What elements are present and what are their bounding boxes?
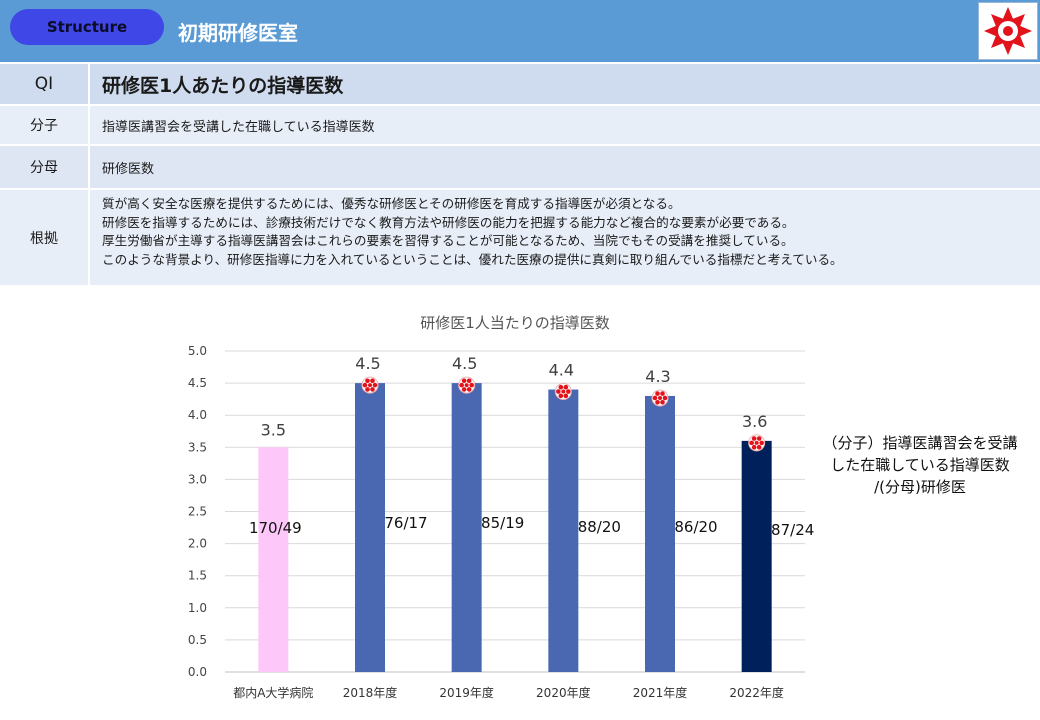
x-tick-label: 2018年度 bbox=[343, 685, 398, 700]
denominator-key: 分母 bbox=[0, 146, 90, 188]
basis-text: 質が高く安全な医療を提供するためには、優秀な研修医とその研修医を育成する指導医が… bbox=[90, 190, 1040, 285]
basis-key: 根拠 bbox=[0, 190, 90, 285]
data-label: 4.4 bbox=[549, 361, 574, 380]
y-tick-label: 1.5 bbox=[188, 569, 207, 583]
data-label: 3.6 bbox=[742, 412, 767, 431]
denominator-value: 研修医数 bbox=[102, 161, 155, 177]
bar bbox=[741, 440, 772, 672]
page-title: 初期研修医室 bbox=[178, 21, 298, 45]
x-tick-label: 2022年度 bbox=[729, 685, 784, 700]
y-tick-label: 4.5 bbox=[188, 376, 207, 390]
header-bar: Structure 初期研修医室 bbox=[0, 0, 1040, 62]
flower-marker-icon bbox=[651, 389, 669, 407]
flower-marker-icon bbox=[458, 376, 476, 394]
hospital-flower-logo-icon bbox=[978, 2, 1038, 60]
basis-line: 厚生労働省が主導する指導医講習会はこれらの要素を習得することが可能となるため、当… bbox=[102, 233, 794, 248]
chart-side-note: （分子）指導医講習会を受講した在職している指導医数 /(分母)研修医 bbox=[822, 434, 1018, 496]
flower-marker-icon bbox=[361, 376, 379, 394]
bar bbox=[548, 389, 579, 672]
bar bbox=[645, 395, 675, 672]
data-label: 4.3 bbox=[645, 367, 670, 386]
y-tick-label: 2.5 bbox=[188, 505, 207, 519]
basis-line: 質が高く安全な医療を提供するためには、優秀な研修医とその研修医を育成する指導医が… bbox=[102, 196, 681, 211]
x-tick-label: 2019年度 bbox=[439, 685, 494, 700]
numerator-key: 分子 bbox=[0, 106, 90, 144]
bar bbox=[355, 383, 385, 672]
y-tick-label: 0.0 bbox=[188, 665, 207, 679]
ratio-label: 88/20 bbox=[578, 518, 621, 536]
y-tick-label: 3.5 bbox=[188, 440, 207, 454]
data-label: 4.5 bbox=[355, 354, 380, 373]
qi-key: QI bbox=[0, 64, 90, 104]
bar bbox=[258, 447, 289, 672]
qi-value: 研修医1人あたりの指導医数 bbox=[102, 74, 344, 97]
bar bbox=[451, 383, 482, 672]
ratio-label: 86/20 bbox=[674, 518, 717, 536]
ratio-label: 87/24 bbox=[771, 521, 814, 539]
x-tick-label: 2020年度 bbox=[536, 685, 591, 700]
x-tick-label: 2021年度 bbox=[633, 685, 688, 700]
y-tick-label: 5.0 bbox=[188, 344, 207, 358]
qi-table: QI 研修医1人あたりの指導医数 分子 指導医講習会を受講した在職している指導医… bbox=[0, 64, 1040, 287]
y-tick-label: 1.0 bbox=[188, 601, 207, 615]
ratio-label: 85/19 bbox=[481, 514, 524, 532]
data-label: 3.5 bbox=[261, 420, 286, 439]
y-tick-label: 2.0 bbox=[188, 537, 207, 551]
qi-row: QI 研修医1人あたりの指導医数 bbox=[0, 64, 1040, 106]
numerator-value: 指導医講習会を受講した在職している指導医数 bbox=[102, 119, 375, 135]
basis-line: このような背景より、研修医指導に力を入れているということは、優れた医療の提供に真… bbox=[102, 251, 843, 267]
y-tick-label: 0.5 bbox=[188, 633, 207, 647]
x-tick-label: 都内A大学病院 bbox=[233, 685, 313, 700]
basis-row: 根拠 質が高く安全な医療を提供するためには、優秀な研修医とその研修医を育成する指… bbox=[0, 190, 1040, 287]
basis-line: 研修医を指導するためには、診療技術だけでなく教育方法や研修医の能力を把握する能力… bbox=[102, 214, 795, 230]
ratio-label: 76/17 bbox=[384, 514, 427, 532]
chart-title: 研修医1人当たりの指導医数 bbox=[420, 314, 610, 332]
data-label: 4.5 bbox=[452, 354, 477, 373]
y-tick-label: 3.0 bbox=[188, 472, 207, 486]
ratio-label: 170/49 bbox=[249, 519, 302, 537]
denominator-row: 分母 研修医数 bbox=[0, 146, 1040, 190]
flower-marker-icon bbox=[554, 383, 572, 401]
y-tick-label: 4.0 bbox=[188, 408, 207, 422]
structure-badge: Structure bbox=[10, 9, 164, 45]
numerator-row: 分子 指導医講習会を受講した在職している指導医数 bbox=[0, 106, 1040, 146]
flower-marker-icon bbox=[748, 434, 766, 452]
